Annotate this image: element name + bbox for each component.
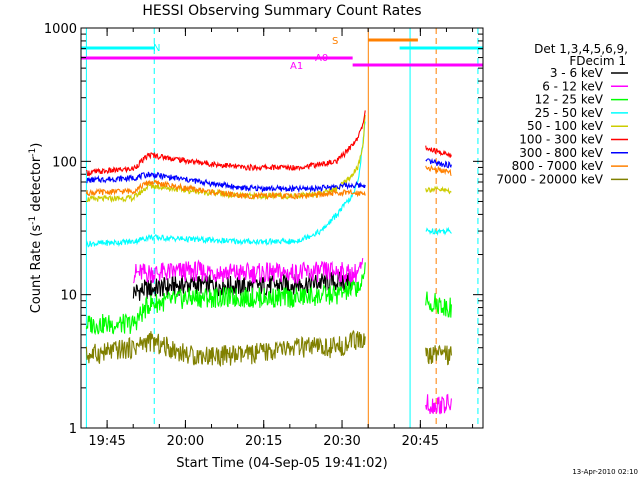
- series-25-50-kev-resume: [425, 226, 452, 236]
- series-12-25-kev-resume: [425, 291, 452, 318]
- series-800-7000-kev-resume: [425, 164, 452, 177]
- x-tick-label: 20:30: [323, 434, 360, 449]
- y-axis-label: Count Rate (s-1 detector-1): [28, 143, 44, 314]
- flag-layer: N S A0 A1: [81, 36, 483, 72]
- y-tick-label: 10: [60, 289, 77, 304]
- series-layer: [85, 110, 452, 415]
- y-tick-label: 100: [52, 155, 77, 170]
- y-axis-label-suffix: ): [29, 143, 44, 148]
- y-axis: 1 10 100 1000: [44, 22, 483, 437]
- series-100-300-kev: [85, 110, 366, 177]
- legend-label-50-100-kev: 50 - 100 keV: [527, 119, 604, 133]
- legend-label-25-50-kev: 25 - 50 keV: [535, 106, 604, 120]
- series-300-800-kev-resume: [425, 157, 452, 169]
- legend-label-12-25-kev: 12 - 25 keV: [535, 93, 604, 107]
- series-7000-20000-kev: [85, 329, 366, 368]
- x-tick-label: 20:00: [167, 434, 204, 449]
- series-800-7000-kev: [85, 179, 366, 200]
- flag-label-s: S: [332, 36, 338, 47]
- series-7000-20000-kev-resume: [425, 344, 452, 366]
- x-axis: 19:45 20:00 20:15 20:30 20:45: [88, 28, 474, 449]
- y-tick-label: 1000: [44, 22, 77, 37]
- legend-label-800-7000-kev: 800 - 7000 keV: [512, 159, 604, 173]
- y-tick-label: 1: [69, 422, 77, 437]
- flag-label-n: N: [153, 43, 160, 54]
- plot-frame: [80, 27, 484, 429]
- x-axis-label: Start Time (04-Sep-05 19:41:02): [176, 456, 387, 471]
- series-100-300-kev-resume: [425, 145, 452, 158]
- flag-label-a1: A1: [290, 61, 303, 72]
- x-tick-label: 20:45: [402, 434, 439, 449]
- series-300-800-kev: [86, 171, 366, 194]
- legend-label-7000-20000-kev: 7000 - 20000 keV: [496, 172, 603, 186]
- legend-label-3-6-kev: 3 - 6 keV: [550, 66, 604, 80]
- legend-label-6-12-kev: 6 - 12 keV: [542, 79, 604, 93]
- series-50-100-kev-resume: [425, 185, 452, 195]
- x-tick-label: 20:15: [245, 434, 282, 449]
- legend-label-300-800-kev: 300 - 800 keV: [519, 146, 603, 160]
- series-25-50-kev: [85, 121, 366, 248]
- footer-timestamp: 13-Apr-2010 02:10: [572, 468, 638, 476]
- y-axis-label-mid: detector: [29, 156, 44, 216]
- chart-title: HESSI Observing Summary Count Rates: [142, 3, 421, 19]
- series-6-12-kev: [132, 258, 364, 286]
- y-axis-label-sup-2: -1: [28, 148, 38, 157]
- y-axis-label-sup-1: -1: [28, 216, 38, 225]
- event-lines: [85, 28, 479, 428]
- legend-label-100-300-kev: 100 - 300 keV: [519, 133, 603, 147]
- legend-header-line-1: Det 1,3,4,5,6,9,: [534, 42, 628, 56]
- x-tick-label: 19:45: [88, 434, 125, 449]
- flag-label-a0: A0: [315, 53, 328, 64]
- series-12-25-kev: [85, 262, 366, 336]
- y-axis-label-prefix: Count Rate (s: [29, 225, 44, 314]
- series-6-12-kev-resume: [425, 393, 452, 415]
- legend-header-line-2: FDecim 1: [569, 54, 626, 68]
